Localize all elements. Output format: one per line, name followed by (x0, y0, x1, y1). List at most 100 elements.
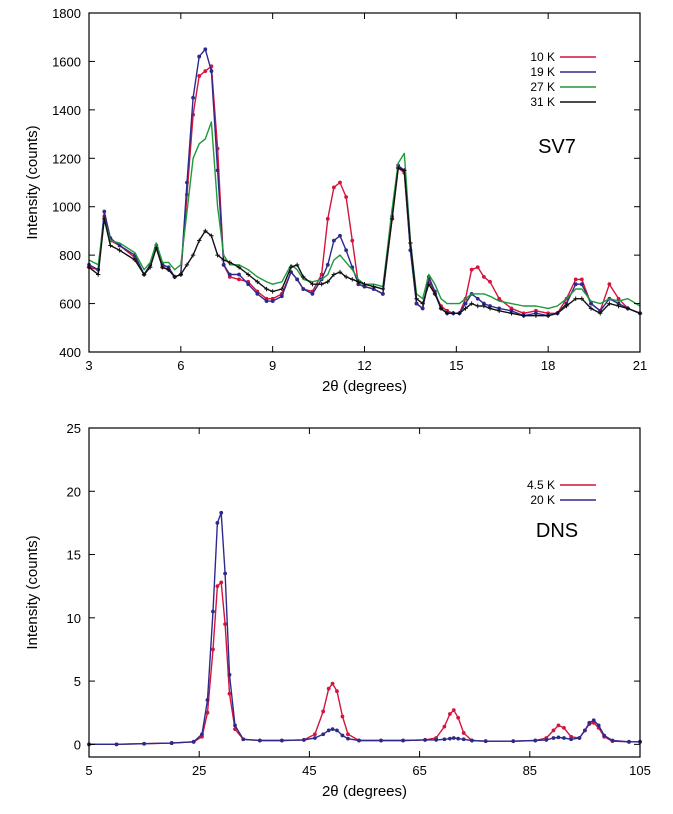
data-point (203, 47, 208, 52)
data-point (227, 260, 233, 265)
x-tick-label: 45 (302, 763, 316, 778)
data-point (117, 243, 122, 248)
data-point (438, 306, 444, 311)
legend: 4.5 K20 K (527, 478, 596, 507)
data-point (545, 313, 551, 318)
y-axis-title: Intensity (counts) (24, 535, 41, 649)
x-axis-title: 2θ (degrees) (322, 378, 407, 395)
data-point (573, 277, 578, 282)
data-point (356, 282, 361, 287)
data-point (420, 301, 425, 306)
data-point (237, 272, 241, 277)
data-point (184, 262, 190, 268)
data-point (345, 261, 347, 264)
data-point (573, 282, 578, 287)
data-point (627, 739, 631, 744)
data-point (270, 299, 275, 304)
data-point (161, 261, 164, 264)
data-point (451, 311, 456, 316)
data-point (148, 265, 153, 270)
data-point (172, 274, 177, 280)
data-point (327, 273, 329, 276)
data-point (281, 281, 283, 283)
series-line (89, 512, 640, 745)
data-point (610, 738, 615, 743)
data-point (178, 272, 184, 277)
data-point (294, 262, 300, 268)
data-point (236, 265, 242, 270)
legend-label: 19 K (530, 65, 555, 79)
data-point (325, 216, 330, 221)
data-point (149, 261, 151, 264)
data-point (321, 709, 326, 714)
y-tick-label: 400 (59, 345, 81, 360)
data-point (452, 302, 454, 305)
data-point (616, 303, 621, 309)
data-point (590, 300, 592, 302)
data-point (95, 272, 101, 277)
series-1-1 (87, 64, 642, 316)
y-tick-label: 25 (67, 421, 81, 436)
data-point (296, 269, 298, 271)
data-point (154, 245, 159, 251)
data-point (475, 296, 480, 301)
data-point (215, 168, 220, 173)
data-point (608, 298, 610, 300)
data-point (346, 736, 350, 741)
data-point (380, 286, 386, 292)
chart-panel-1: 3 6 9 12 15 18 21 400 600 800 1000 1200 1400 1600 1800… (24, 6, 647, 395)
y-tick-label: 800 (59, 248, 81, 263)
data-point (509, 308, 514, 313)
data-point (357, 738, 361, 743)
data-point (423, 738, 428, 742)
data-point (470, 738, 474, 743)
data-point (205, 710, 210, 715)
data-point (451, 708, 456, 713)
data-point (556, 735, 561, 740)
data-point (575, 288, 577, 290)
data-point (391, 208, 393, 210)
data-point (551, 736, 556, 740)
data-point (509, 311, 514, 316)
data-point (598, 311, 603, 316)
data-point (132, 257, 138, 263)
data-point (448, 712, 452, 716)
data-point (463, 301, 468, 306)
data-point (442, 724, 447, 729)
data-point (562, 725, 566, 730)
series-line (88, 65, 641, 314)
data-point (223, 254, 225, 256)
data-point (579, 296, 585, 301)
data-point (279, 286, 285, 292)
data-point (521, 313, 526, 318)
data-point (487, 306, 493, 311)
y-tick-label: 1000 (52, 200, 81, 215)
data-point (533, 738, 538, 743)
data-point (379, 738, 383, 743)
data-point (534, 311, 538, 316)
data-point (102, 216, 107, 222)
data-point (607, 301, 612, 306)
data-point (428, 273, 430, 276)
data-point (573, 296, 578, 301)
data-point (556, 723, 561, 728)
data-point (255, 279, 260, 284)
data-point (313, 736, 317, 740)
data-point (264, 286, 269, 292)
y-tick-label: 15 (67, 548, 81, 563)
data-point (119, 242, 121, 244)
legend-label: 27 K (530, 80, 555, 94)
data-point (583, 728, 587, 733)
data-point (481, 303, 487, 309)
data-point (216, 206, 219, 208)
data-point (108, 243, 113, 248)
data-point (190, 252, 196, 258)
data-point (326, 686, 331, 691)
data-point (475, 265, 480, 270)
data-point (469, 301, 474, 306)
data-point (321, 732, 326, 737)
data-point (555, 311, 560, 316)
data-point (200, 732, 204, 737)
data-point (562, 736, 566, 740)
data-point (451, 736, 456, 740)
